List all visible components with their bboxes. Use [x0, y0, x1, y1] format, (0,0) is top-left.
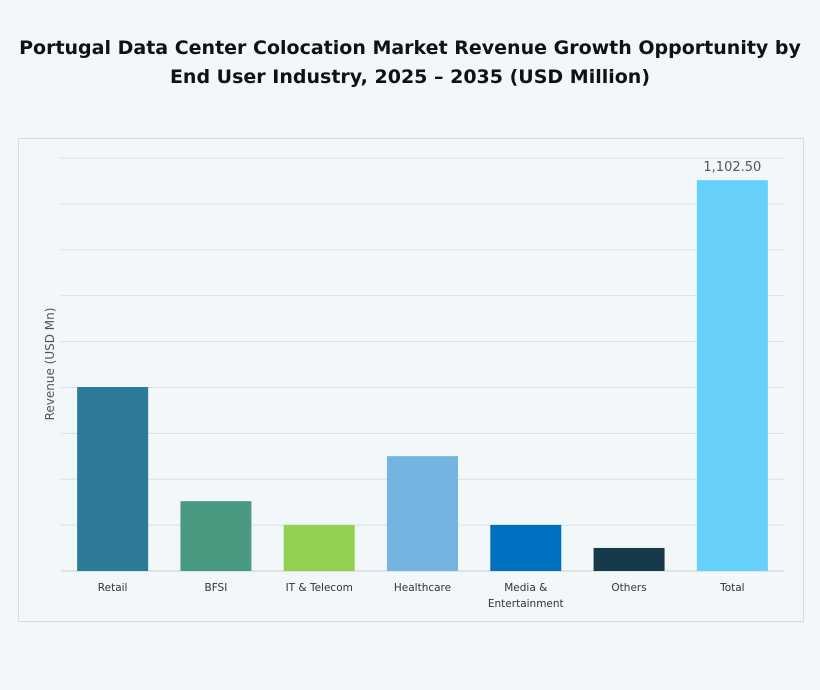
chart-frame	[18, 138, 804, 622]
x-tick-label: Total	[719, 582, 745, 594]
bar-retail	[77, 387, 149, 571]
bar-healthcare	[387, 456, 458, 571]
y-axis-label: Revenue (USD Mn)	[43, 308, 57, 421]
chart-title: Portugal Data Center Colocation Market R…	[19, 37, 801, 88]
x-tick-label: BFSI	[205, 582, 228, 594]
bar-media-entertainment	[490, 524, 562, 571]
x-tick-label: IT & Telecom	[286, 582, 353, 594]
x-tick-label: Retail	[98, 582, 128, 594]
bar-total	[696, 180, 768, 571]
data-label: 1,102.50	[703, 160, 761, 175]
bar-it-telecom	[283, 524, 355, 571]
x-tick-label: Healthcare	[394, 582, 451, 594]
x-tick-label: Entertainment	[488, 598, 564, 610]
bar-bfsi	[180, 501, 252, 571]
x-tick-label: Media &	[504, 582, 547, 594]
x-tick-label: Others	[611, 582, 646, 594]
bar-others	[593, 547, 665, 571]
